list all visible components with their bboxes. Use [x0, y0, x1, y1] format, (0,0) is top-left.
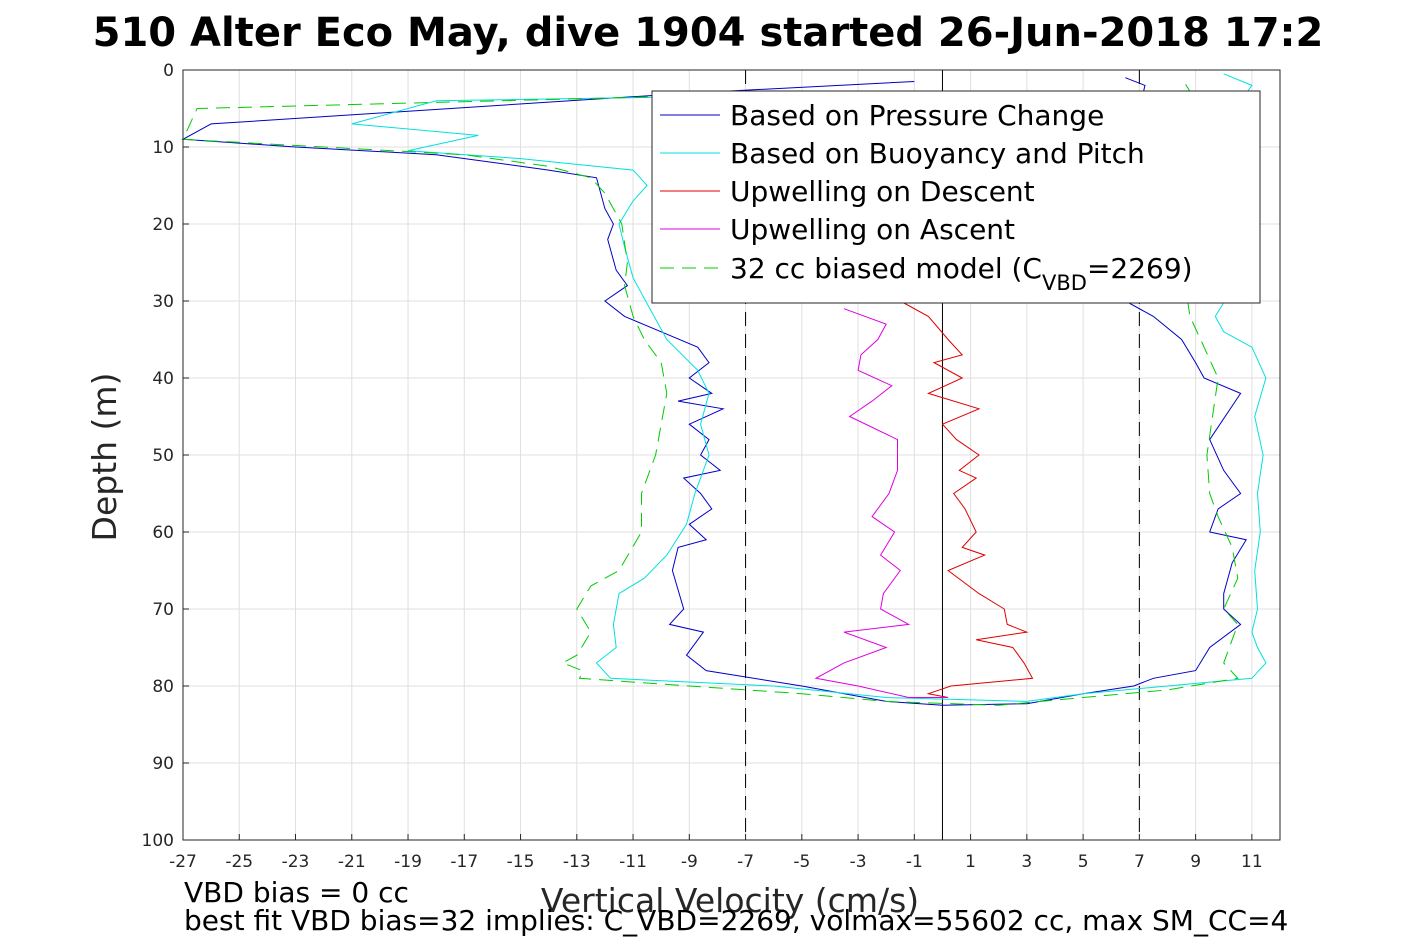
x-tick-label: -9 — [681, 852, 698, 872]
series-line-1 — [351, 73, 1267, 702]
y-tick-label: 90 — [152, 754, 174, 774]
series-line-4 — [182, 77, 1239, 706]
x-tick-label: -3 — [850, 852, 867, 872]
footer-line-2: best fit VBD bias=32 implies: C_VBD=2269… — [184, 904, 1288, 937]
legend-label-model: 32 cc biased model (CVBD=2269) — [730, 252, 1193, 295]
legend-label-ascent: Upwelling on Ascent — [730, 213, 1015, 246]
y-tick-label: 30 — [152, 292, 174, 312]
x-tick-label: -27 — [169, 852, 197, 872]
legend-label-descent: Upwelling on Descent — [730, 175, 1035, 208]
x-tick-label: -13 — [563, 852, 591, 872]
series-line-3 — [814, 308, 949, 698]
chart-title: 510 Alter Eco May, dive 1904 started 26-… — [93, 10, 1324, 56]
legend-label-buoyancy: Based on Buoyancy and Pitch — [730, 137, 1145, 170]
footer-line-1: VBD bias = 0 cc — [184, 876, 409, 909]
x-tick-label: -7 — [737, 852, 754, 872]
legend-label-model-sub: VBD — [1042, 271, 1087, 295]
x-tick-label: 3 — [1021, 852, 1032, 872]
x-tick-label: -11 — [619, 852, 647, 872]
y-tick-label: 50 — [152, 446, 174, 466]
legend-label-model-main: 32 cc biased model (C — [730, 252, 1042, 285]
x-tick-label: 5 — [1078, 852, 1089, 872]
x-tick-label: -23 — [282, 852, 310, 872]
x-tick-labels: -27 -25 -23 -21 -19 -17 -15 -13 -11 -9 -7 -5 -3 -1 1 3 5… — [169, 834, 1263, 872]
x-tick-label: -19 — [394, 852, 422, 872]
y-tick-label: 100 — [142, 831, 174, 851]
series-line-2 — [900, 300, 1034, 698]
y-tick-label: 40 — [152, 369, 174, 389]
x-tick-label: 11 — [1241, 852, 1263, 872]
x-tick-label: -5 — [793, 852, 810, 872]
legend: Based on Pressure Change Based on Buoyan… — [651, 90, 1261, 304]
x-tick-label: -21 — [338, 852, 366, 872]
x-axis-label: Vertical Velocity (cm/s) — [541, 881, 919, 920]
y-tick-label: 0 — [163, 61, 174, 81]
y-axis-label: Depth (m) — [85, 373, 124, 542]
y-tick-label: 70 — [152, 600, 174, 620]
legend-label-pressure: Based on Pressure Change — [730, 99, 1104, 132]
x-tick-label: -15 — [507, 852, 535, 872]
x-tick-label: 7 — [1134, 852, 1145, 872]
x-tick-label: -25 — [225, 852, 253, 872]
y-tick-label: 10 — [152, 138, 174, 158]
y-tick-label: 20 — [152, 215, 174, 235]
x-tick-label: -1 — [906, 852, 923, 872]
x-tick-label: 9 — [1190, 852, 1201, 872]
x-tick-label: -17 — [450, 852, 478, 872]
legend-box — [651, 90, 1261, 304]
y-tick-labels: 0 10 20 30 40 50 60 70 80 90 100 — [142, 61, 189, 851]
y-tick-label: 60 — [152, 523, 174, 543]
y-tick-label: 80 — [152, 677, 174, 697]
series-line-0 — [181, 77, 1247, 706]
x-tick-label: 1 — [965, 852, 976, 872]
legend-label-model-end: =2269) — [1087, 252, 1193, 285]
series-group — [181, 73, 1267, 706]
